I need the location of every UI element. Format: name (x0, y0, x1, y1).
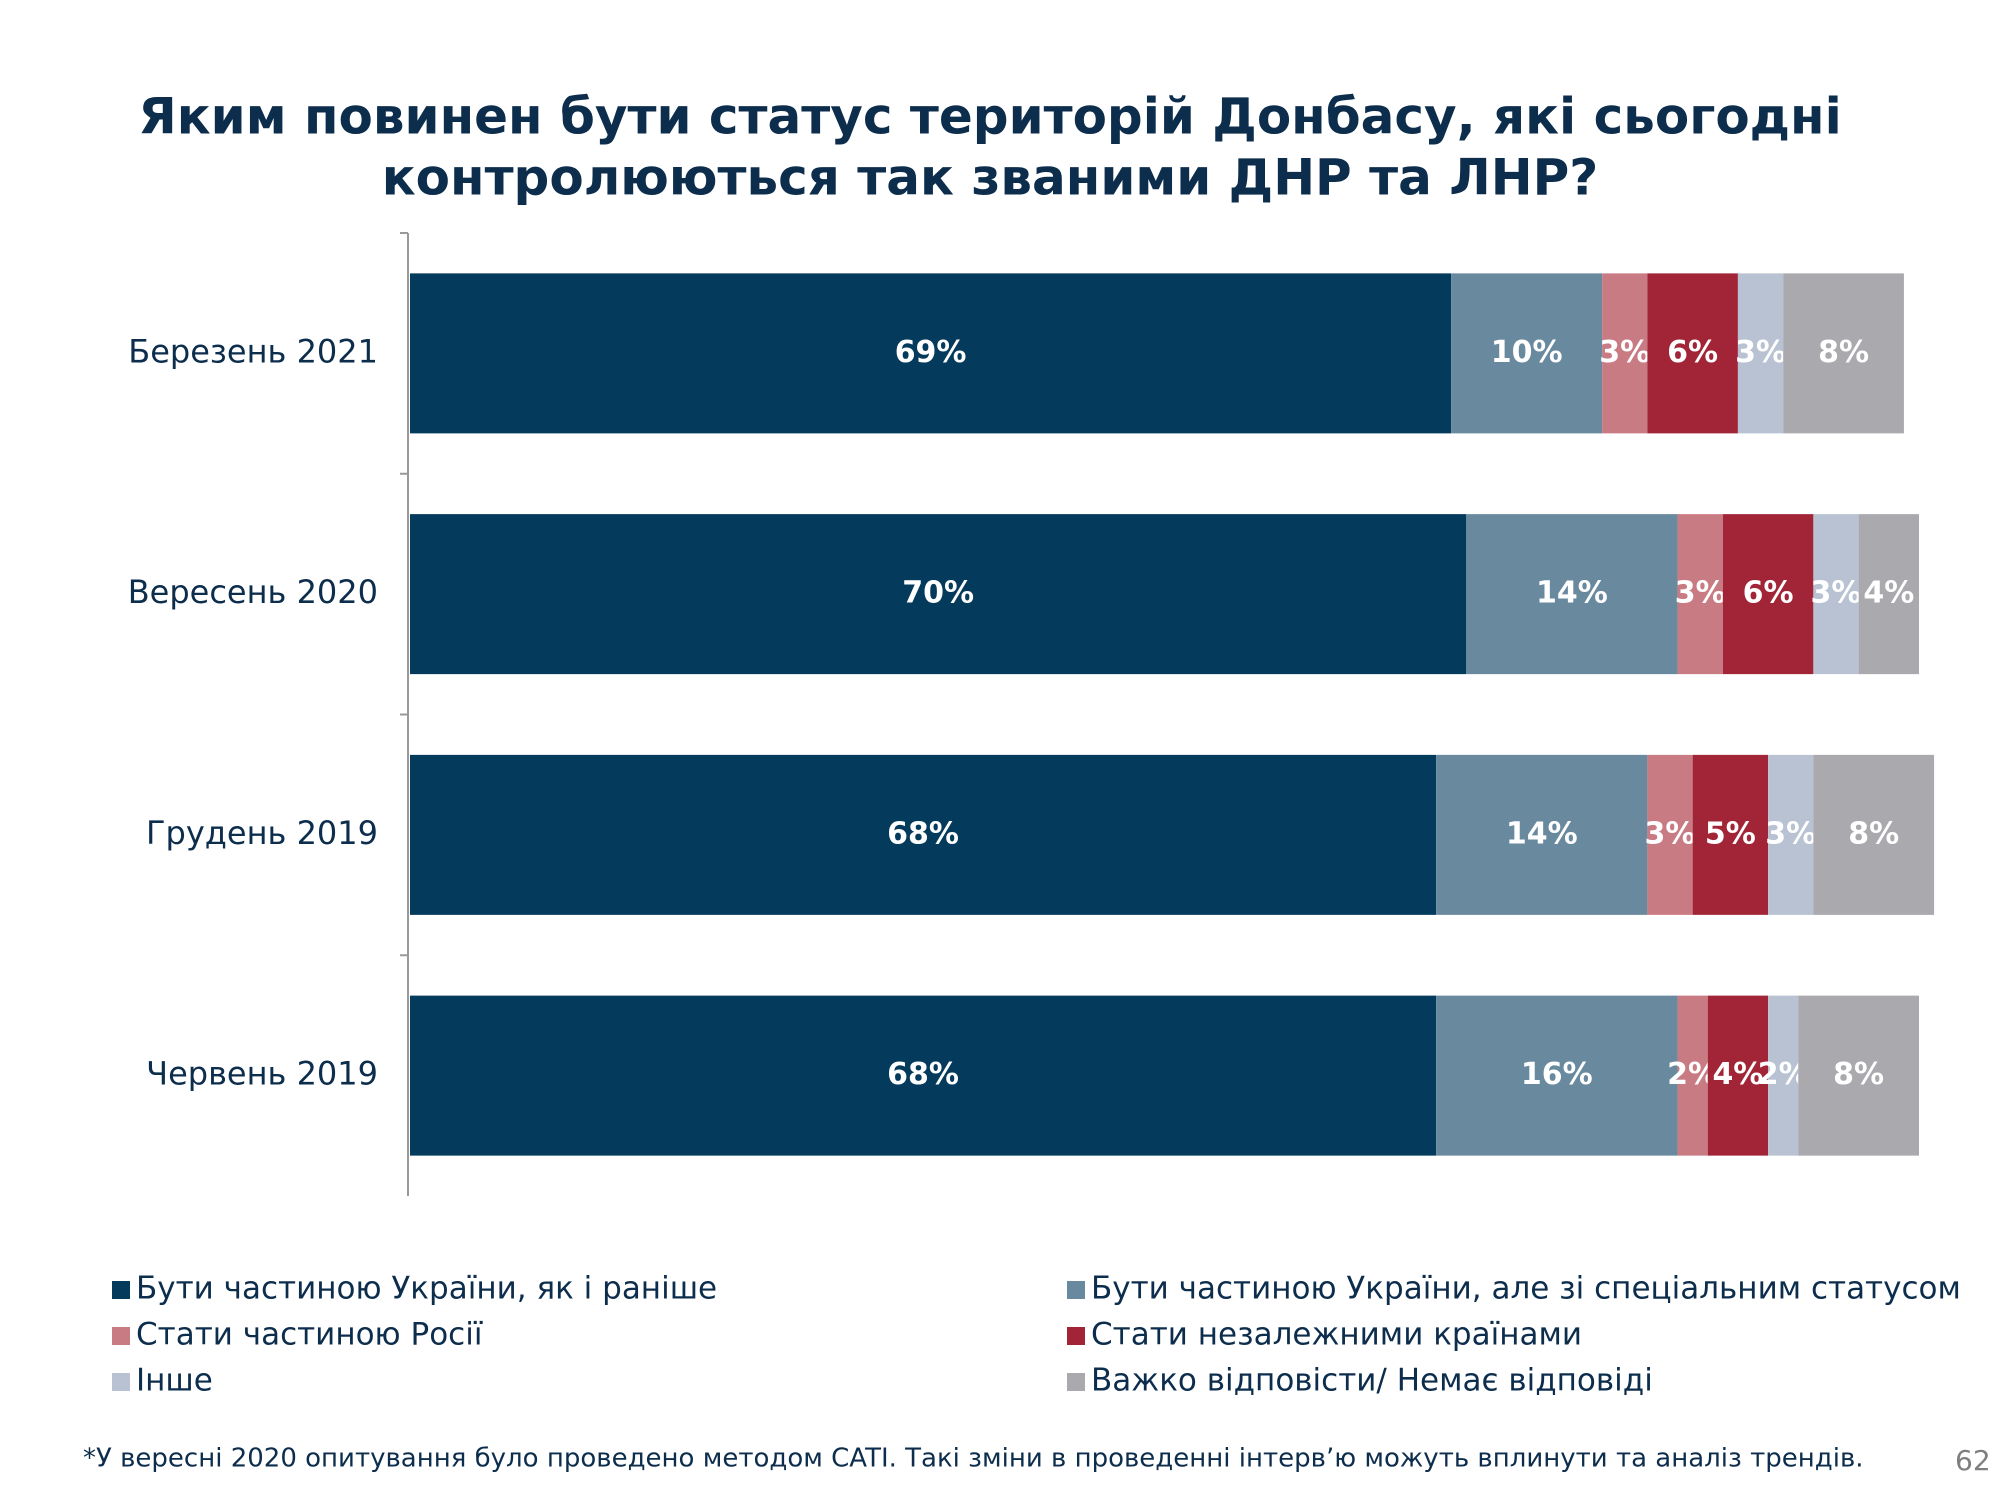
value-label: 4% (1863, 576, 1914, 611)
bar-segment (1722, 514, 1814, 675)
bar-segment (1692, 754, 1769, 915)
legend-label: Стати частиною Росії (136, 1317, 483, 1353)
value-label: 68% (887, 816, 959, 851)
value-label: 70% (902, 576, 974, 611)
bar-segment (410, 995, 1437, 1156)
bar-segment (1813, 514, 1859, 675)
value-label: 8% (1818, 335, 1869, 370)
value-label: 4% (1712, 1057, 1763, 1092)
bar-segment (1436, 995, 1678, 1156)
bar-segment (1707, 995, 1769, 1156)
bar-segment (1768, 995, 1799, 1156)
bar-segment (1677, 514, 1723, 675)
bar-segment (410, 754, 1437, 915)
value-label: 16% (1521, 1057, 1593, 1092)
category-label: Грудень 2019 (146, 814, 378, 852)
value-label: 3% (1599, 335, 1650, 370)
legend-label: Бути частиною України, як і раніше (136, 1271, 717, 1307)
legend-label: Важко відповісти/ Немає відповіді (1091, 1363, 1653, 1399)
value-label: 3% (1765, 816, 1816, 851)
category-label: Вересень 2020 (128, 573, 378, 611)
page-number: 62 (1955, 1444, 1991, 1477)
bar-segment (410, 273, 1452, 434)
bar-segment (1737, 273, 1784, 434)
legend-swatch (112, 1373, 130, 1391)
bar-segment (1813, 754, 1935, 915)
value-label: 14% (1506, 816, 1578, 851)
value-label: 5% (1705, 816, 1756, 851)
value-label: 3% (1811, 576, 1862, 611)
legend-label: Інше (136, 1363, 213, 1399)
bar-segment (1451, 273, 1603, 434)
bar-segment (1647, 754, 1693, 915)
value-label: 3% (1645, 816, 1696, 851)
bar-segment (1677, 995, 1708, 1156)
value-label: 8% (1848, 816, 1899, 851)
category-label: Червень 2019 (146, 1055, 378, 1093)
value-label: 3% (1735, 335, 1786, 370)
legend-swatch (1067, 1373, 1085, 1391)
bar-segment (1768, 754, 1814, 915)
chart-title: Яким повинен бути статус територій Донба… (138, 88, 1842, 146)
chart-title: контролюються так званими ДНР та ЛНР? (382, 149, 1599, 207)
category-label: Березень 2021 (128, 332, 378, 370)
bar-segment (1466, 514, 1678, 675)
value-label: 3% (1675, 576, 1726, 611)
bar-segment (1858, 514, 1919, 675)
bar-segment (1647, 273, 1738, 434)
legend-label: Стати незалежними країнами (1091, 1317, 1582, 1353)
bar-segment (410, 514, 1467, 675)
value-label: 68% (887, 1057, 959, 1092)
legend-swatch (112, 1281, 130, 1299)
value-label: 14% (1536, 576, 1608, 611)
legend-swatch (112, 1327, 130, 1345)
bar-segment (1798, 995, 1919, 1156)
value-label: 6% (1743, 576, 1794, 611)
value-label: 10% (1491, 335, 1563, 370)
footnote: *У вересні 2020 опитування було проведен… (83, 1444, 1864, 1474)
bar-segment (1783, 273, 1904, 434)
legend-label: Бути частиною України, але зі спеціальни… (1091, 1271, 1961, 1307)
value-label: 8% (1833, 1057, 1884, 1092)
value-label: 69% (895, 335, 967, 370)
legend-swatch (1067, 1327, 1085, 1345)
bar-segment (1436, 754, 1648, 915)
legend-swatch (1067, 1281, 1085, 1299)
value-label: 6% (1667, 335, 1718, 370)
bar-segment (1602, 273, 1648, 434)
